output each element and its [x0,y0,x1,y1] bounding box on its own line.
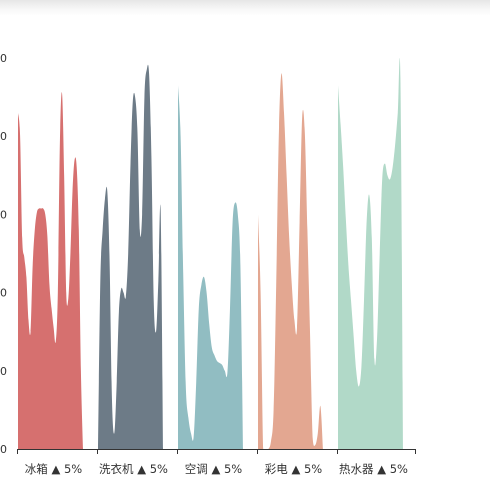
y-tick-labels: 0 0 0 0 0 0 [0,52,7,456]
category-label: 洗衣机 ▲ 5% [99,462,168,476]
area-series [18,57,403,450]
y-tick-label: 0 [0,443,7,456]
area-0 [18,92,83,449]
y-tick-label: 0 [0,365,7,378]
y-tick-label: 0 [0,130,7,143]
area-1 [98,64,163,450]
y-tick-label: 0 [0,208,7,221]
category-labels: 冰箱 ▲ 5% 洗衣机 ▲ 5% 空调 ▲ 5% 彩电 ▲ 5% 热水器 ▲ 5% [25,462,408,476]
area-4 [338,57,403,450]
category-label: 彩电 ▲ 5% [265,462,322,476]
category-label: 热水器 ▲ 5% [339,462,408,476]
area-2 [178,85,243,450]
category-label: 冰箱 ▲ 5% [25,462,82,476]
y-tick-label: 0 [0,287,7,300]
top-shade [0,0,490,16]
x-tick-marks [17,449,416,454]
category-label: 空调 ▲ 5% [185,462,242,476]
y-tick-label: 0 [0,52,7,65]
area-3 [258,73,323,449]
